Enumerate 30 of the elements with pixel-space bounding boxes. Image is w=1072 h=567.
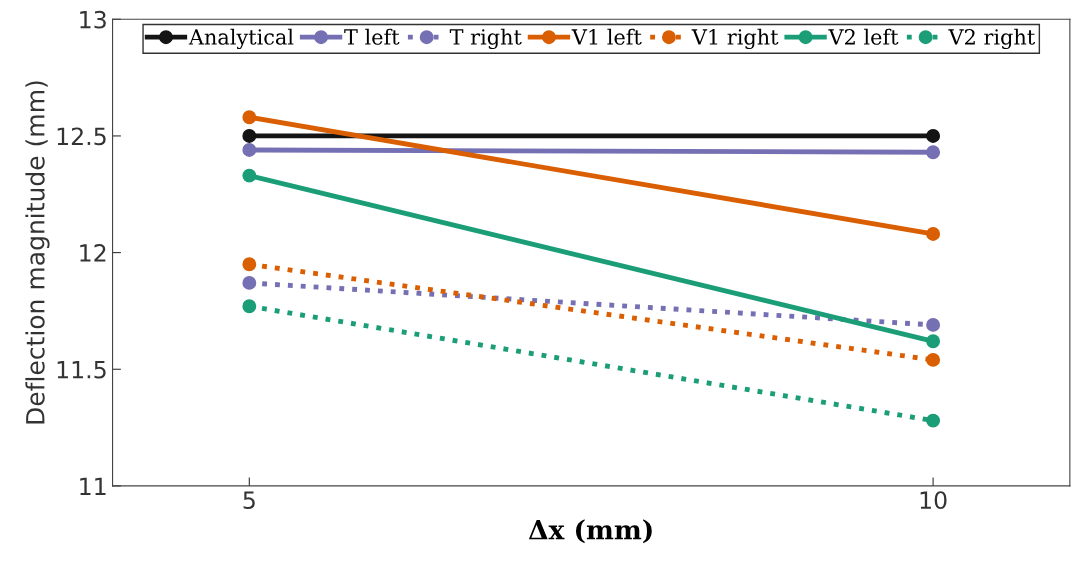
point bbox=[926, 128, 941, 143]
point bbox=[926, 334, 941, 349]
y-tick-label: 11 bbox=[80, 477, 106, 495]
point bbox=[242, 299, 257, 314]
point bbox=[926, 145, 941, 160]
point bbox=[926, 352, 941, 367]
y-tick-label: 12 bbox=[80, 244, 106, 262]
legend-label: T left bbox=[344, 28, 400, 45]
point bbox=[242, 110, 257, 125]
y-axis-title: Deflection magnitude (mm) bbox=[25, 81, 50, 424]
point bbox=[926, 413, 941, 428]
legend-label: Analytical bbox=[188, 28, 294, 50]
point bbox=[242, 168, 257, 183]
point bbox=[242, 142, 257, 157]
x-tick-label: 10 bbox=[920, 491, 947, 510]
x-tick-label: 5 bbox=[243, 491, 255, 510]
legend-label: T right bbox=[449, 28, 522, 50]
point bbox=[242, 257, 257, 272]
point bbox=[926, 317, 941, 332]
point bbox=[242, 128, 257, 143]
y-tick-label: 11.5 bbox=[57, 361, 106, 379]
point bbox=[926, 226, 941, 241]
legend-label: V2 left bbox=[828, 28, 899, 45]
y-tick-label: 13 bbox=[80, 10, 106, 29]
legend-label: V1 right bbox=[691, 28, 779, 50]
y-tick-label: 12.5 bbox=[57, 127, 106, 146]
point bbox=[242, 275, 257, 290]
legend-label: V1 left bbox=[571, 28, 642, 45]
legend-label: V2 right bbox=[948, 28, 1036, 50]
x-axis-title: Δx (mm) bbox=[528, 519, 652, 544]
